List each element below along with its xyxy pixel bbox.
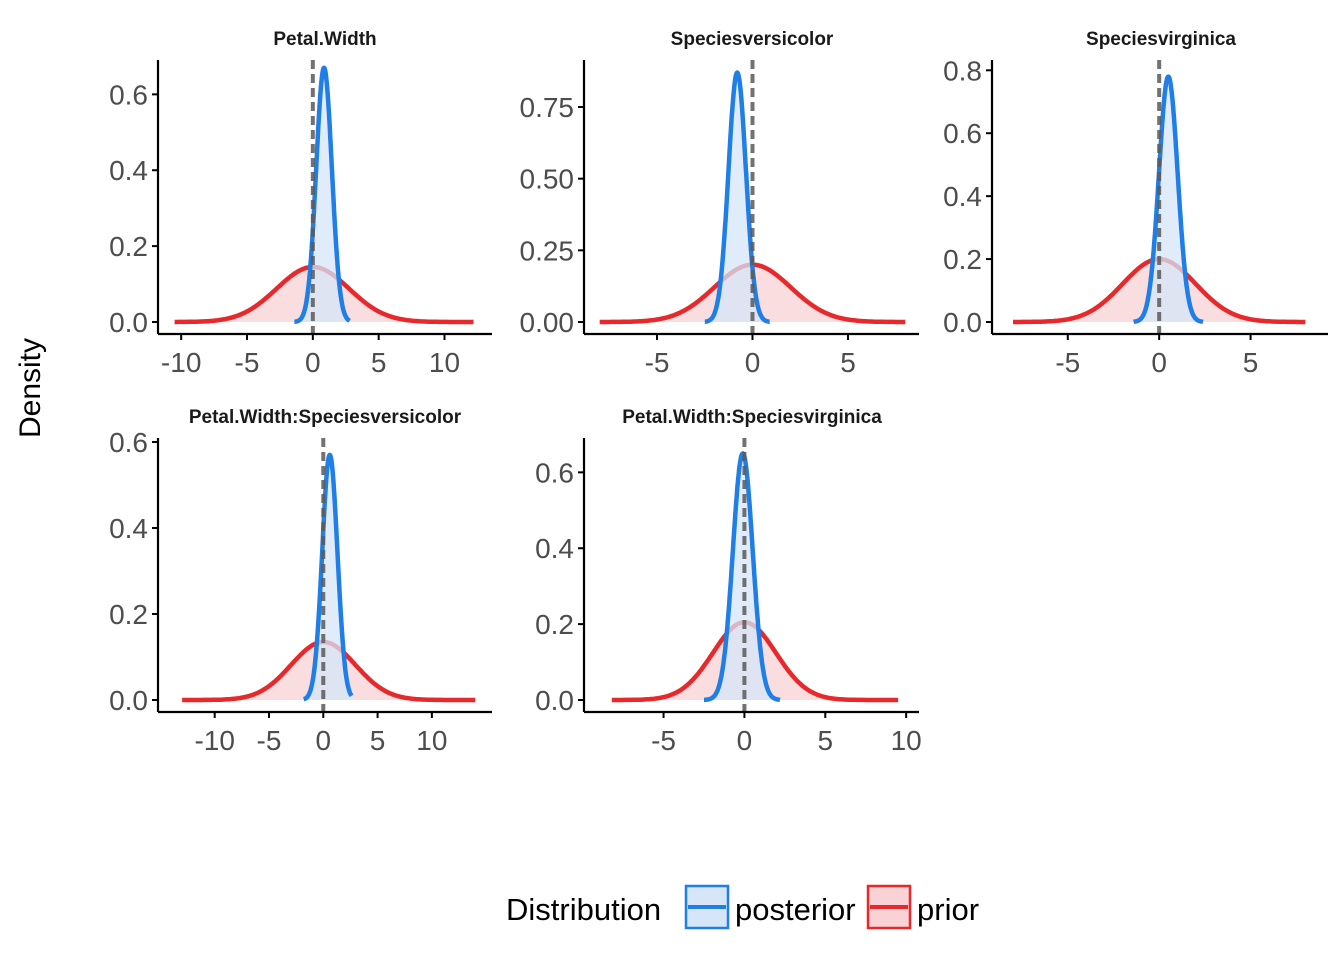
- x-tick-label: 10: [891, 725, 922, 756]
- y-tick-label: 0.0: [535, 685, 574, 716]
- x-tick-label: 5: [1243, 347, 1259, 378]
- facet-panel: Petal.Width:Speciesvirginica 0.0 0.2 0.4 0.6…: [535, 407, 922, 756]
- posterior-density-area: [704, 72, 770, 322]
- legend-key-prior: [866, 884, 912, 930]
- facet-title: Speciesvirginica: [1086, 29, 1236, 50]
- y-tick-label: 0.2: [943, 244, 982, 275]
- y-tick-label: 0.2: [109, 231, 148, 262]
- y-tick-label: 0.4: [109, 513, 148, 544]
- y-tick-label: 0.4: [109, 155, 148, 186]
- facet-title: Petal.Width:Speciesversicolor: [189, 407, 462, 428]
- x-tick-label: -5: [257, 725, 282, 756]
- y-tick-label: 0.00: [520, 307, 575, 338]
- y-tick-label: 0.25: [520, 235, 575, 266]
- facet-panels: Petal.Width 0.0 0.2 0.4 0.6 -10 -5 0 5 10 Speciesv…: [109, 29, 1328, 756]
- posterior-density-line: [292, 65, 352, 325]
- y-tick-label: 0.6: [109, 427, 148, 458]
- y-tick-label: 0.0: [109, 307, 148, 338]
- x-tick-label: 5: [370, 725, 386, 756]
- facet-title: Petal.Width:Speciesvirginica: [622, 407, 882, 428]
- x-tick-label: -5: [645, 347, 670, 378]
- posterior-density-line: [702, 451, 782, 703]
- y-tick-label: 0.2: [535, 609, 574, 640]
- facet-panel: Petal.Width:Speciesversicolor 0.0 0.2 0.4 0.…: [109, 407, 492, 756]
- y-tick-label: 0.0: [943, 307, 982, 338]
- y-axis-title: Density: [14, 338, 47, 438]
- y-tick-label: 0.8: [943, 55, 982, 86]
- x-tick-label: 5: [840, 347, 856, 378]
- x-tick-label: -10: [161, 347, 201, 378]
- legend-label-prior: prior: [917, 892, 979, 927]
- facet-panel: Speciesversicolor 0.00 0.25 0.50 0.75 -5 0 5: [520, 29, 919, 378]
- x-tick-label: 0: [315, 725, 331, 756]
- posterior-density-area: [1133, 76, 1203, 322]
- y-tick-label: 0.6: [535, 457, 574, 488]
- x-tick-label: 5: [817, 725, 833, 756]
- x-tick-label: 0: [745, 347, 761, 378]
- x-tick-label: 5: [371, 347, 387, 378]
- x-tick-label: -10: [194, 725, 234, 756]
- legend-title: Distribution: [506, 892, 661, 927]
- posterior-density-line: [301, 452, 354, 702]
- facet-panel: Petal.Width 0.0 0.2 0.4 0.6 -10 -5 0 5 10: [109, 29, 492, 378]
- x-tick-label: -5: [235, 347, 260, 378]
- facet-title: Speciesversicolor: [671, 29, 834, 50]
- y-tick-label: 0.4: [943, 181, 982, 212]
- x-tick-label: -5: [1055, 347, 1080, 378]
- posterior-density-line: [1131, 74, 1205, 324]
- facet-title: Petal.Width: [273, 29, 376, 50]
- facet-panel: Speciesvirginica 0.0 0.2 0.4 0.6 0.8 -5 0 5: [943, 29, 1328, 378]
- y-tick-label: 0.50: [520, 164, 575, 195]
- x-tick-label: 10: [416, 725, 447, 756]
- y-tick-label: 0.0: [109, 685, 148, 716]
- y-tick-label: 0.6: [109, 79, 148, 110]
- x-tick-label: 10: [429, 347, 460, 378]
- posterior-density-line: [702, 70, 772, 324]
- y-tick-label: 0.6: [943, 118, 982, 149]
- posterior-density-area: [303, 454, 352, 700]
- x-tick-label: 0: [737, 725, 753, 756]
- legend: Distribution posterior prior: [506, 884, 979, 930]
- x-tick-label: -5: [651, 725, 676, 756]
- posterior-density-area: [704, 453, 780, 700]
- x-tick-label: 0: [305, 347, 321, 378]
- y-tick-label: 0.4: [535, 533, 574, 564]
- x-tick-label: 0: [1151, 347, 1167, 378]
- legend-key-posterior: [684, 884, 730, 930]
- y-tick-label: 0.2: [109, 599, 148, 630]
- legend-label-posterior: posterior: [735, 892, 856, 927]
- y-tick-label: 0.75: [520, 92, 575, 123]
